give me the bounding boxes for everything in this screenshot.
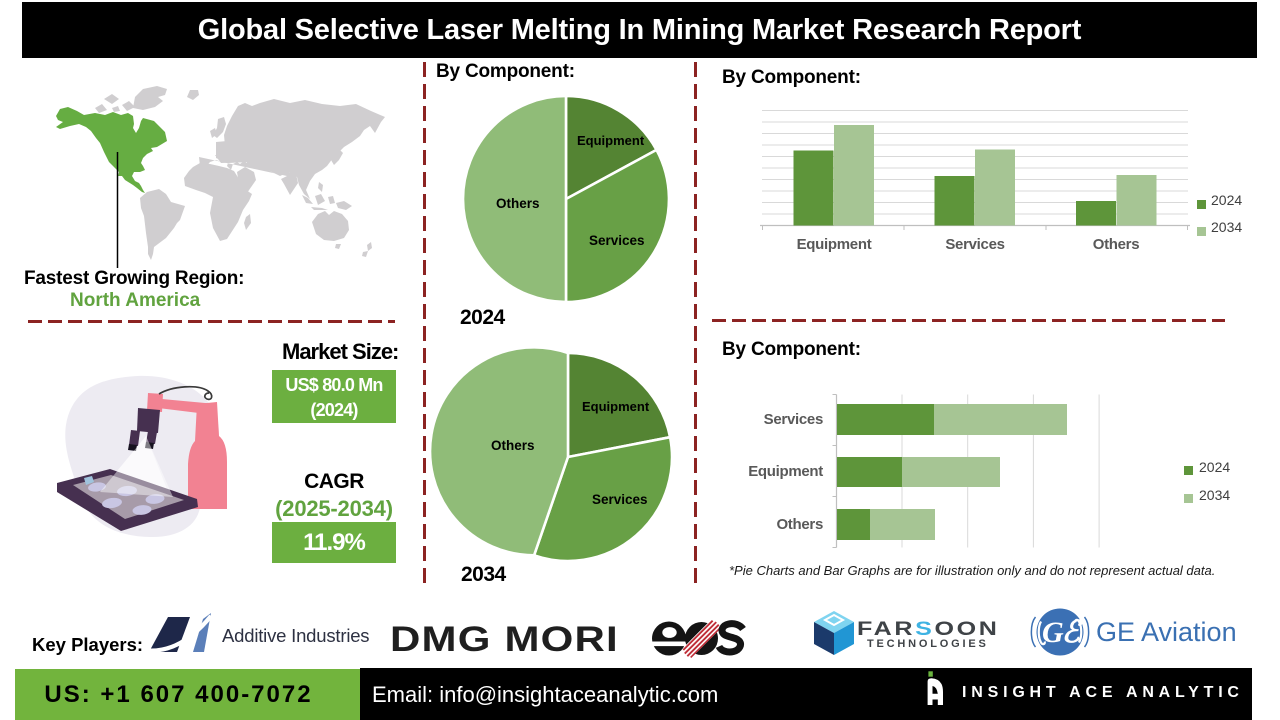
svg-text:Gℰ: Gℰ [1042,616,1084,649]
